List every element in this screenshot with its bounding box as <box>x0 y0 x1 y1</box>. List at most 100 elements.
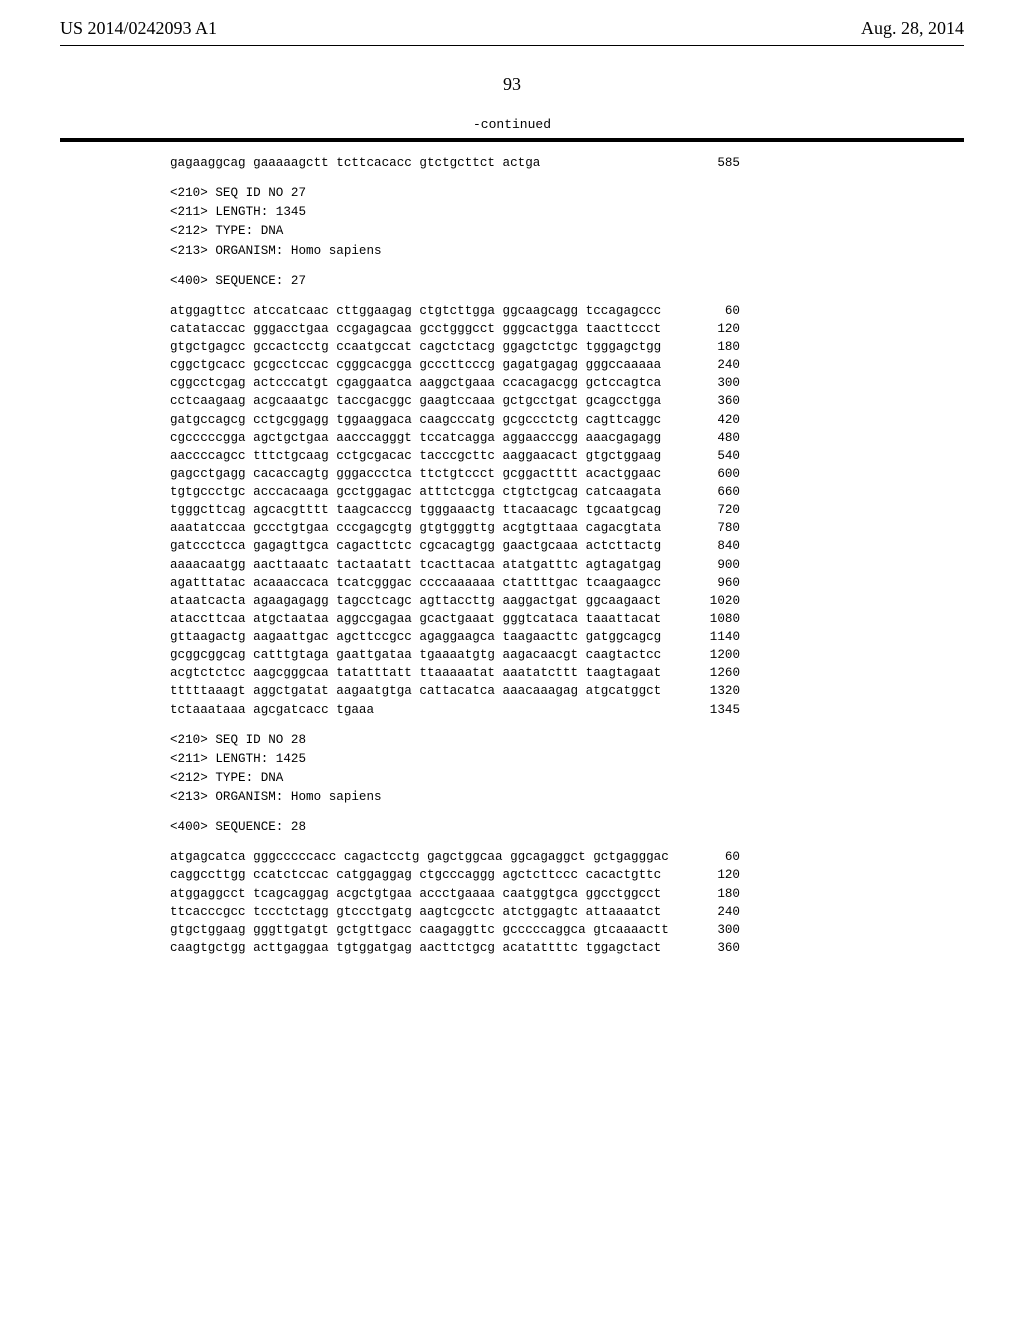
sequence-line: cggctgcacc gcgcctccac cgggcacgga gcccttc… <box>170 356 1024 374</box>
sequence-position: 540 <box>690 447 740 465</box>
sequence-position: 840 <box>690 537 740 555</box>
sequence-line: gtgctggaag gggttgatgt gctgttgacc caagagg… <box>170 921 1024 939</box>
sequence-position: 420 <box>690 411 740 429</box>
sequence-line: catataccac gggacctgaa ccgagagcaa gcctggg… <box>170 320 1024 338</box>
sequence-text: atgagcatca gggcccccacc cagactcctg gagctg… <box>170 848 690 866</box>
sequence-text: tctaaataaa agcgatcacc tgaaa <box>170 701 690 719</box>
sequence-line: gagaaggcag gaaaaagctt tcttcacacc gtctgct… <box>170 154 1024 172</box>
meta-line: <213> ORGANISM: Homo sapiens <box>170 788 1024 806</box>
header-rule <box>60 45 964 46</box>
sequence-text: atggaggcct tcagcaggag acgctgtgaa accctga… <box>170 885 690 903</box>
sequence-text: cggctgcacc gcgcctccac cgggcacgga gcccttc… <box>170 356 690 374</box>
sequence-position: 600 <box>690 465 740 483</box>
sequence-line: gatgccagcg cctgcggagg tggaaggaca caagccc… <box>170 411 1024 429</box>
sequence-line: atggaggcct tcagcaggag acgctgtgaa accctga… <box>170 885 1024 903</box>
sequence-metadata: <210> SEQ ID NO 27<211> LENGTH: 1345<212… <box>170 184 1024 260</box>
sequence-position: 1200 <box>690 646 740 664</box>
sequence-line: gttaagactg aagaattgac agcttccgcc agaggaa… <box>170 628 1024 646</box>
sequence-text: gagaaggcag gaaaaagctt tcttcacacc gtctgct… <box>170 154 690 172</box>
page-header: US 2014/0242093 A1 Aug. 28, 2014 <box>0 0 1024 45</box>
section-rule-bottom <box>60 140 964 142</box>
sequence-position: 240 <box>690 356 740 374</box>
sequence-text: caggccttgg ccatctccac catggaggag ctgccca… <box>170 866 690 884</box>
sequence-text: gcggcggcag catttgtaga gaattgataa tgaaaat… <box>170 646 690 664</box>
sequence-text: ataatcacta agaagagagg tagcctcagc agttacc… <box>170 592 690 610</box>
sequence-text: gttaagactg aagaattgac agcttccgcc agaggaa… <box>170 628 690 646</box>
sequence-position: 480 <box>690 429 740 447</box>
sequence-position: 585 <box>690 154 740 172</box>
sequence-line: caggccttgg ccatctccac catggaggag ctgccca… <box>170 866 1024 884</box>
sequence-text: cgcccccgga agctgctgaa aacccagggt tccatca… <box>170 429 690 447</box>
meta-line: <212> TYPE: DNA <box>170 769 1024 787</box>
sequence-position: 1080 <box>690 610 740 628</box>
meta-line: <213> ORGANISM: Homo sapiens <box>170 242 1024 260</box>
sequence-text: aaccccagcc tttctgcaag cctgcgacac tacccgc… <box>170 447 690 465</box>
sequence-text: gtgctggaag gggttgatgt gctgttgacc caagagg… <box>170 921 690 939</box>
continued-label: -continued <box>0 117 1024 132</box>
page-number: 93 <box>0 74 1024 95</box>
sequence-position: 660 <box>690 483 740 501</box>
sequence-metadata: <400> SEQUENCE: 27 <box>170 272 1024 290</box>
sequence-text: ataccttcaa atgctaataa aggccgagaa gcactga… <box>170 610 690 628</box>
sequence-position: 120 <box>690 320 740 338</box>
meta-line: <210> SEQ ID NO 27 <box>170 184 1024 202</box>
sequence-listing: gagaaggcag gaaaaagctt tcttcacacc gtctgct… <box>0 154 1024 957</box>
sequence-metadata: <400> SEQUENCE: 28 <box>170 818 1024 836</box>
sequence-position: 60 <box>690 848 740 866</box>
sequence-text: gtgctgagcc gccactcctg ccaatgccat cagctct… <box>170 338 690 356</box>
sequence-text: tgtgccctgc acccacaaga gcctggagac atttctc… <box>170 483 690 501</box>
sequence-data: gagaaggcag gaaaaagctt tcttcacacc gtctgct… <box>170 154 1024 172</box>
sequence-text: ttcacccgcc tccctctagg gtccctgatg aagtcgc… <box>170 903 690 921</box>
sequence-line: tctaaataaa agcgatcacc tgaaa1345 <box>170 701 1024 719</box>
sequence-position: 900 <box>690 556 740 574</box>
meta-line: <211> LENGTH: 1345 <box>170 203 1024 221</box>
sequence-position: 60 <box>690 302 740 320</box>
sequence-line: caagtgctgg acttgaggaa tgtggatgag aacttct… <box>170 939 1024 957</box>
sequence-line: acgtctctcc aagcgggcaa tatatttatt ttaaaaa… <box>170 664 1024 682</box>
sequence-text: caagtgctgg acttgaggaa tgtggatgag aacttct… <box>170 939 690 957</box>
sequence-text: gatccctcca gagagttgca cagacttctc cgcacag… <box>170 537 690 555</box>
meta-line: <400> SEQUENCE: 27 <box>170 272 1024 290</box>
sequence-position: 1020 <box>690 592 740 610</box>
sequence-position: 240 <box>690 903 740 921</box>
sequence-text: cggcctcgag actcccatgt cgaggaatca aaggctg… <box>170 374 690 392</box>
sequence-text: tgggcttcag agcacgtttt taagcacccg tgggaaa… <box>170 501 690 519</box>
sequence-text: gagcctgagg cacaccagtg gggaccctca ttctgtc… <box>170 465 690 483</box>
sequence-position: 300 <box>690 374 740 392</box>
publication-date: Aug. 28, 2014 <box>861 18 964 39</box>
sequence-line: cctcaagaag acgcaaatgc taccgacggc gaagtcc… <box>170 392 1024 410</box>
sequence-line: atgagcatca gggcccccacc cagactcctg gagctg… <box>170 848 1024 866</box>
sequence-data: atgagcatca gggcccccacc cagactcctg gagctg… <box>170 848 1024 957</box>
sequence-position: 1140 <box>690 628 740 646</box>
sequence-metadata: <210> SEQ ID NO 28<211> LENGTH: 1425<212… <box>170 731 1024 807</box>
sequence-line: gatccctcca gagagttgca cagacttctc cgcacag… <box>170 537 1024 555</box>
sequence-text: tttttaaagt aggctgatat aagaatgtga cattaca… <box>170 682 690 700</box>
sequence-position: 300 <box>690 921 740 939</box>
sequence-line: aaccccagcc tttctgcaag cctgcgacac tacccgc… <box>170 447 1024 465</box>
meta-line: <210> SEQ ID NO 28 <box>170 731 1024 749</box>
sequence-data: atggagttcc atccatcaac cttggaagag ctgtctt… <box>170 302 1024 719</box>
sequence-position: 1345 <box>690 701 740 719</box>
sequence-position: 360 <box>690 392 740 410</box>
sequence-line: gagcctgagg cacaccagtg gggaccctca ttctgtc… <box>170 465 1024 483</box>
sequence-position: 180 <box>690 885 740 903</box>
sequence-line: aaatatccaa gccctgtgaa cccgagcgtg gtgtggg… <box>170 519 1024 537</box>
sequence-line: tgggcttcag agcacgtttt taagcacccg tgggaaa… <box>170 501 1024 519</box>
sequence-text: acgtctctcc aagcgggcaa tatatttatt ttaaaaa… <box>170 664 690 682</box>
sequence-position: 180 <box>690 338 740 356</box>
sequence-text: agatttatac acaaaccaca tcatcgggac ccccaaa… <box>170 574 690 592</box>
sequence-position: 780 <box>690 519 740 537</box>
sequence-line: atggagttcc atccatcaac cttggaagag ctgtctt… <box>170 302 1024 320</box>
sequence-line: ttcacccgcc tccctctagg gtccctgatg aagtcgc… <box>170 903 1024 921</box>
sequence-line: aaaacaatgg aacttaaatc tactaatatt tcactta… <box>170 556 1024 574</box>
sequence-text: cctcaagaag acgcaaatgc taccgacggc gaagtcc… <box>170 392 690 410</box>
sequence-line: ataccttcaa atgctaataa aggccgagaa gcactga… <box>170 610 1024 628</box>
sequence-position: 720 <box>690 501 740 519</box>
sequence-position: 1320 <box>690 682 740 700</box>
sequence-line: cggcctcgag actcccatgt cgaggaatca aaggctg… <box>170 374 1024 392</box>
sequence-line: gtgctgagcc gccactcctg ccaatgccat cagctct… <box>170 338 1024 356</box>
meta-line: <400> SEQUENCE: 28 <box>170 818 1024 836</box>
sequence-text: atggagttcc atccatcaac cttggaagag ctgtctt… <box>170 302 690 320</box>
sequence-line: cgcccccgga agctgctgaa aacccagggt tccatca… <box>170 429 1024 447</box>
meta-line: <211> LENGTH: 1425 <box>170 750 1024 768</box>
